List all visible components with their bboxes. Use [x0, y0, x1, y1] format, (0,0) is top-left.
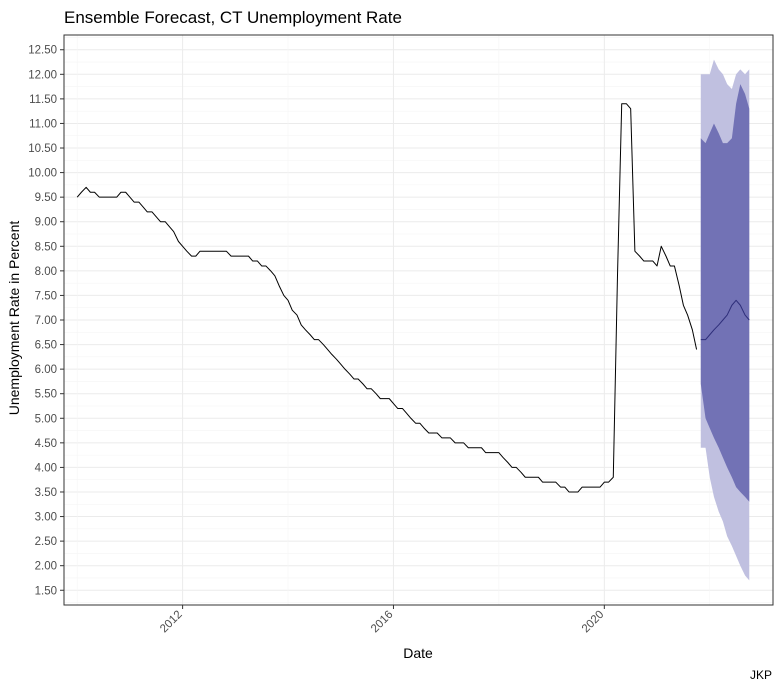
y-axis-title: Unemployment Rate in Percent — [6, 221, 22, 416]
y-tick-label: 6.00 — [35, 364, 57, 376]
y-tick-label: 8.50 — [35, 241, 57, 253]
y-tick-label: 4.50 — [35, 438, 57, 450]
y-tick-label: 9.00 — [35, 217, 57, 229]
y-tick-label: 12.50 — [28, 45, 57, 57]
chart-title: Ensemble Forecast, CT Unemployment Rate — [64, 8, 402, 27]
y-tick-label: 6.50 — [35, 340, 57, 352]
y-tick-label: 5.50 — [35, 389, 57, 401]
y-tick-label: 12.00 — [28, 69, 57, 81]
series-line-forecast — [700, 299, 750, 341]
y-tick-label: 10.00 — [28, 168, 57, 180]
forecast-band-80 — [700, 84, 750, 502]
x-axis-title: Date — [403, 645, 433, 661]
y-tick-label: 11.50 — [29, 94, 57, 106]
y-tick-label: 7.00 — [35, 315, 57, 327]
y-tick-label: 7.50 — [35, 290, 57, 302]
y-tick-label: 3.50 — [35, 487, 57, 499]
y-tick-label: 3.00 — [35, 512, 57, 524]
y-tick-label: 11.00 — [29, 118, 57, 130]
y-tick-label: 8.00 — [35, 266, 57, 278]
series-line-actual — [76, 103, 698, 493]
caption: JKP — [750, 668, 772, 682]
y-tick-label: 5.00 — [35, 413, 57, 425]
band-80-layer — [700, 84, 750, 502]
y-tick-label: 2.00 — [35, 561, 57, 573]
y-tick-label: 9.50 — [35, 192, 57, 204]
grid — [64, 35, 773, 605]
y-tick-label: 4.00 — [35, 462, 57, 474]
y-axis-ticks: 1.50 2.00 2.50 3.00 3.50 4.00 4.50 5.00 5.50 6.00… — [28, 45, 64, 597]
y-tick-label: 2.50 — [35, 536, 57, 548]
y-tick-label: 1.50 — [35, 585, 57, 597]
y-tick-label: 10.50 — [28, 143, 57, 155]
line-layer — [76, 103, 750, 493]
